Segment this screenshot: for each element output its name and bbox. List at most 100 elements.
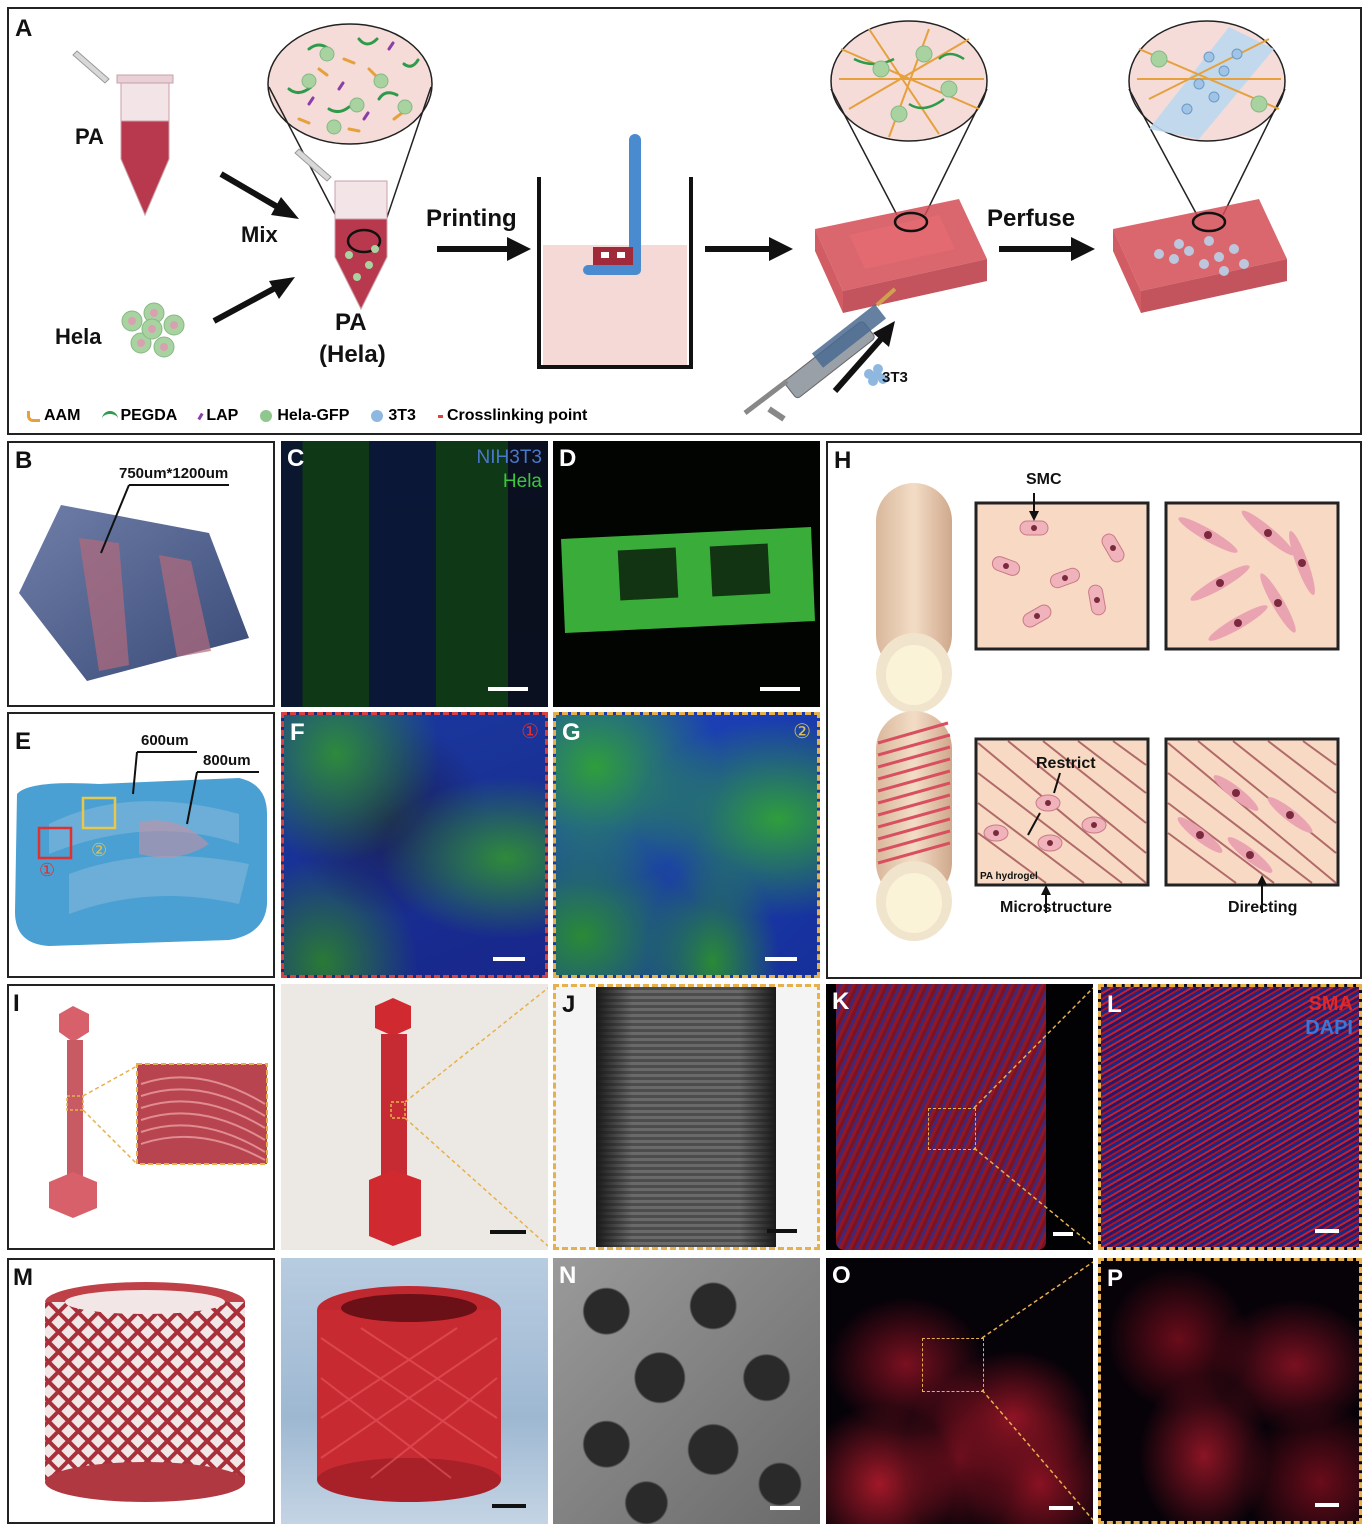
legend-item-lap: LAP bbox=[197, 407, 239, 425]
scale-bar-k bbox=[1053, 1232, 1073, 1236]
panel-label-f: F bbox=[290, 719, 305, 746]
scale-bar-m bbox=[492, 1504, 526, 1508]
sem-image-n bbox=[553, 1258, 820, 1524]
scale-bar-l bbox=[1315, 1229, 1339, 1233]
legend-item-pegda: PEGDA bbox=[102, 407, 177, 425]
fluorescence-image-g bbox=[556, 715, 817, 975]
zoom-box-k bbox=[928, 1108, 976, 1150]
panel-label-e: E bbox=[15, 728, 32, 755]
smc-label: SMC bbox=[1026, 471, 1062, 488]
hydrogel-block-image bbox=[19, 484, 249, 681]
scale-bar-i bbox=[490, 1230, 526, 1234]
pa-tube-icon bbox=[72, 50, 174, 217]
scale-bar-d bbox=[760, 687, 800, 691]
hela-cells-icon bbox=[121, 302, 185, 358]
panel-e: E 600um 800um ① ② bbox=[7, 712, 275, 978]
panel-p: P bbox=[1098, 1258, 1362, 1524]
panel-c: C NIH3T3 Hela bbox=[281, 441, 548, 707]
legend-label-lap: LAP bbox=[206, 407, 239, 424]
scale-bar-j bbox=[767, 1229, 797, 1233]
lattice-photo-panel bbox=[281, 1258, 548, 1524]
legend-label-aam: AAM bbox=[44, 407, 81, 424]
scale-bar-c bbox=[488, 687, 528, 691]
printing-label: Printing bbox=[426, 205, 517, 232]
legend: AAM PEGDA LAP Hela-GFP 3T3 Crosslinking … bbox=[27, 407, 587, 425]
pa-label: PA bbox=[75, 124, 104, 149]
panel-o: O bbox=[826, 1258, 1093, 1524]
legend-item-3t3: 3T3 bbox=[371, 407, 416, 425]
scaffold-icon bbox=[815, 20, 988, 313]
fluorescence-image-p bbox=[1101, 1261, 1359, 1521]
smc-schematic bbox=[876, 483, 1340, 941]
microstructure-label: Microstructure bbox=[1000, 899, 1113, 916]
tube-photo-panel bbox=[281, 984, 548, 1250]
panel-a: A bbox=[7, 7, 1362, 435]
hydrogel-channel-image bbox=[15, 751, 267, 946]
panel-label-g: G bbox=[562, 719, 581, 746]
printed-lattice-photo bbox=[317, 1286, 501, 1502]
panel-label-m: M bbox=[13, 1264, 33, 1291]
stain-label-nih3t3: NIH3T3 bbox=[476, 447, 542, 468]
legend-swatch-crosslinking bbox=[437, 414, 443, 418]
panel-l: L SMA DAPI bbox=[1098, 984, 1362, 1250]
panel-label-l: L bbox=[1107, 991, 1122, 1018]
legend-label-crosslinking: Crosslinking point bbox=[446, 407, 588, 424]
panel-j: J bbox=[553, 984, 820, 1250]
printer-bath-icon bbox=[537, 134, 693, 369]
fluorescence-image-d bbox=[561, 527, 815, 633]
fluorescence-image-l bbox=[1101, 987, 1359, 1247]
pa-hela-label-line2: (Hela) bbox=[319, 341, 386, 368]
microscope-edge-j bbox=[596, 987, 776, 1247]
panel-k: K bbox=[826, 984, 1093, 1250]
panel-n: N bbox=[553, 1258, 820, 1524]
printing-arrow bbox=[437, 237, 531, 261]
panel-label-j: J bbox=[562, 991, 576, 1018]
scale-bar-g bbox=[765, 957, 797, 961]
panel-h: H bbox=[826, 441, 1362, 979]
3t3-cluster-icon bbox=[864, 364, 888, 386]
syringe-icon bbox=[743, 287, 897, 422]
3t3-arrow bbox=[832, 321, 895, 393]
mix-arrows bbox=[212, 171, 299, 324]
dimension-label-600: 600um bbox=[141, 732, 189, 749]
restrict-label: Restrict bbox=[1036, 755, 1096, 772]
legend-label-3t3: 3T3 bbox=[388, 407, 416, 424]
panel-label-c: C bbox=[287, 445, 305, 472]
panel-label-n: N bbox=[559, 1262, 577, 1289]
stain-label-dapi: DAPI bbox=[1305, 1017, 1353, 1039]
panel-label-b: B bbox=[15, 447, 33, 474]
legend-swatch-hela-gfp bbox=[260, 410, 273, 422]
perfuse-label: Perfuse bbox=[987, 205, 1076, 232]
zoom-lines-o bbox=[981, 1261, 1093, 1521]
panel-label-i: I bbox=[13, 990, 20, 1017]
panel-b: B 750um*1200um bbox=[7, 441, 275, 707]
scale-bar-n bbox=[770, 1506, 800, 1510]
legend-swatch-aam bbox=[27, 410, 40, 422]
mixing-tube-icon bbox=[267, 23, 433, 311]
pa-hela-label-line1: PA bbox=[335, 309, 367, 336]
legend-swatch-3t3 bbox=[371, 410, 384, 422]
zoom-lines-k bbox=[973, 987, 1093, 1247]
legend-item-crosslinking: Crosslinking point bbox=[437, 407, 588, 425]
panel-label-k: K bbox=[832, 988, 850, 1015]
stain-label-sma: SMA bbox=[1308, 993, 1353, 1015]
panel-label-p: P bbox=[1107, 1265, 1124, 1292]
panel-a-schematic bbox=[72, 20, 1287, 422]
dimension-label-800: 800um bbox=[203, 752, 251, 769]
panel-f: F ① bbox=[281, 712, 548, 978]
fluorescence-image-c bbox=[281, 441, 548, 707]
scale-bar-f bbox=[493, 957, 525, 961]
directing-label: Directing bbox=[1228, 899, 1298, 916]
panel-label-h: H bbox=[834, 447, 852, 474]
panel-d: D bbox=[553, 441, 820, 707]
panel-label-a: A bbox=[15, 15, 33, 42]
3t3-label: 3T3 bbox=[882, 369, 908, 386]
panel-label-o: O bbox=[832, 1262, 851, 1289]
legend-swatch-pegda bbox=[102, 410, 119, 422]
dimension-label-b: 750um*1200um bbox=[119, 465, 229, 482]
pa-hydrogel-label: PA hydrogel bbox=[980, 871, 1038, 882]
perfuse-arrow bbox=[999, 237, 1095, 261]
scale-bar-p bbox=[1315, 1503, 1339, 1507]
marker-1-f: ① bbox=[521, 721, 539, 743]
marker-1-e: ① bbox=[39, 860, 56, 880]
